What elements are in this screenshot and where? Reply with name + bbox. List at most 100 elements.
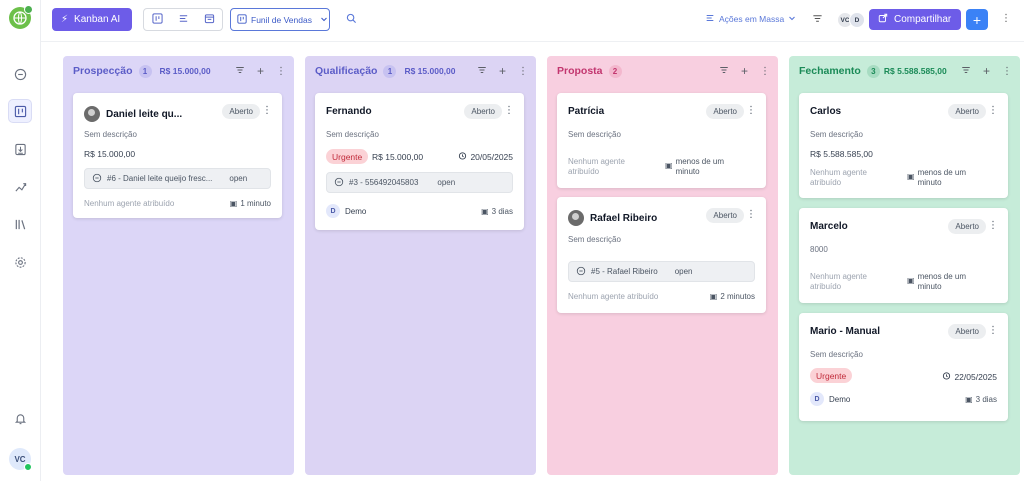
column-header: Fechamento 3 R$ 5.588.585,00 + ⋮ <box>799 64 1012 78</box>
share-button[interactable]: Compartilhar <box>869 9 961 30</box>
more-options-icon[interactable]: ⋮ <box>276 65 286 77</box>
assigned-agent[interactable]: D Demo <box>810 392 850 406</box>
agent-label: Nenhum agente atribuído <box>810 168 867 188</box>
board-icon <box>237 13 247 26</box>
board-view-icon[interactable] <box>151 13 163 26</box>
time-ago-line: menos de um <box>917 272 967 281</box>
conversation-status: open <box>229 174 248 183</box>
more-options-icon[interactable]: ⋮ <box>1001 13 1011 24</box>
search-icon[interactable] <box>346 13 357 26</box>
filter-icon[interactable] <box>812 13 823 26</box>
card-description: Sem descrição <box>568 235 621 244</box>
conversation-label: #3 - 556492045803 <box>349 178 419 187</box>
add-card-plus-icon[interactable]: + <box>740 64 748 78</box>
column-header: Prospecção 1 R$ 15.000,00 + ⋮ <box>73 64 286 78</box>
card-more-icon[interactable]: ⋮ <box>746 209 756 220</box>
card-more-icon[interactable]: ⋮ <box>504 105 514 116</box>
agent-label: Nenhum agente atribuído <box>568 292 659 301</box>
column-prospeccao: Prospecção 1 R$ 15.000,00 + ⋮ Daniel lei… <box>63 56 294 475</box>
time-ago-line: minuto <box>917 178 942 187</box>
column-count-badge: 3 <box>866 64 880 78</box>
user-avatar-initials: VC <box>14 454 26 464</box>
deal-card[interactable]: Patrícia Aberto ⋮ Sem descrição Nenhum a… <box>557 93 766 188</box>
more-options-icon[interactable]: ⋮ <box>760 65 770 77</box>
conversation-chip[interactable]: #5 - Rafael Ribeiro open <box>568 261 755 282</box>
status-badge: Aberto <box>948 324 986 339</box>
time-ago-line: minuto <box>917 282 942 291</box>
card-title: Daniel leite qu... <box>106 108 183 120</box>
share-icon <box>878 13 888 26</box>
time-ago: ▣ 3 dias <box>481 207 513 217</box>
filter-icon[interactable] <box>961 64 971 78</box>
filter-icon[interactable] <box>477 64 487 78</box>
column-total-value: R$ 15.000,00 <box>404 66 456 76</box>
assigned-agent[interactable]: D Demo <box>326 204 366 218</box>
chat-icon <box>576 266 586 278</box>
card-title: Patrícia <box>568 106 605 117</box>
agent-label: Nenhum agente atribuído <box>568 157 625 177</box>
list-view-icon[interactable] <box>178 13 189 26</box>
kanban-icon[interactable] <box>8 99 32 123</box>
deal-card[interactable]: Fernando Aberto ⋮ Sem descrição Urgente … <box>315 93 524 230</box>
column-qualificacao: Qualificação 1 R$ 15.000,00 + ⋮ Fernando… <box>305 56 536 475</box>
app-logo[interactable] <box>9 5 33 29</box>
card-title-row: Rafael Ribeiro <box>568 210 657 226</box>
agent-avatar: D <box>326 204 340 218</box>
deal-card[interactable]: Carlos Aberto ⋮ Sem descrição R$ 5.588.5… <box>799 93 1008 198</box>
user-avatar[interactable]: VC <box>9 448 32 471</box>
deal-card[interactable]: Mario - Manual Aberto ⋮ Sem descrição Ur… <box>799 313 1008 421</box>
conversation-chip[interactable]: #3 - 556492045803 open <box>326 172 513 193</box>
filter-icon[interactable] <box>719 64 729 78</box>
more-options-icon[interactable]: ⋮ <box>518 65 528 77</box>
conversation-label: #6 - Daniel leite queijo fresc... <box>107 174 213 183</box>
due-date: 20/05/2025 <box>458 151 513 162</box>
card-more-icon[interactable]: ⋮ <box>988 325 998 336</box>
settings-gear-icon[interactable] <box>8 250 32 274</box>
funnel-select[interactable]: Funil de Vendas <box>230 8 330 31</box>
column-header: Qualificação 1 R$ 15.000,00 + ⋮ <box>315 64 528 78</box>
status-badge: Aberto <box>706 208 744 223</box>
column-fechamento: Fechamento 3 R$ 5.588.585,00 + ⋮ Carlos … <box>789 56 1020 475</box>
card-more-icon[interactable]: ⋮ <box>746 105 756 116</box>
time-ago-label: 1 minuto <box>240 199 271 208</box>
notifications-bell-icon[interactable] <box>8 406 32 430</box>
time-ago: ▣ 3 dias <box>965 395 997 405</box>
chat-icon[interactable] <box>8 62 32 86</box>
shared-users[interactable]: VC D <box>837 12 865 28</box>
card-more-icon[interactable]: ⋮ <box>988 105 998 116</box>
filter-icon[interactable] <box>235 64 245 78</box>
column-total-value: R$ 15.000,00 <box>159 66 211 76</box>
card-title-row: Daniel leite qu... <box>84 106 182 122</box>
card-description: Sem descrição <box>326 130 379 139</box>
card-description: 8000 <box>810 245 828 254</box>
deal-card[interactable]: Rafael Ribeiro Aberto ⋮ Sem descrição #5… <box>557 197 766 313</box>
deal-card[interactable]: Marcelo Aberto ⋮ 8000 Nenhum agente atri… <box>799 208 1008 303</box>
analytics-icon[interactable] <box>8 174 32 198</box>
add-card-plus-icon[interactable]: + <box>498 64 506 78</box>
card-value: R$ 15.000,00 <box>84 149 136 159</box>
calendar-view-icon[interactable] <box>204 13 215 26</box>
card-more-icon[interactable]: ⋮ <box>988 220 998 231</box>
add-card-plus-icon[interactable]: + <box>256 64 264 78</box>
add-card-plus-icon[interactable]: + <box>982 64 990 78</box>
bulk-actions-dropdown[interactable]: Ações em Massa <box>705 13 796 25</box>
kanban-ai-button[interactable]: ⚡ Kanban AI <box>52 8 132 31</box>
conversation-chip[interactable]: #6 - Daniel leite queijo fresc... open <box>84 168 271 189</box>
clock-calendar-icon: ▣ <box>907 172 915 181</box>
download-box-icon[interactable] <box>8 137 32 161</box>
time-ago-label: 3 dias <box>975 395 997 404</box>
deal-card[interactable]: Daniel leite qu... Aberto ⋮ Sem descriçã… <box>73 93 282 218</box>
avatar: D <box>849 12 865 28</box>
card-description: Sem descrição <box>810 350 863 359</box>
column-count-badge: 1 <box>138 64 152 78</box>
clock-calendar-icon: ▣ <box>965 395 973 404</box>
status-badge: Aberto <box>464 104 502 119</box>
conversation-label: #5 - Rafael Ribeiro <box>591 267 658 276</box>
add-button[interactable]: + <box>966 9 988 30</box>
card-title: Mario - Manual <box>810 326 881 337</box>
alarm-clock-icon <box>458 151 467 162</box>
library-icon[interactable] <box>8 212 32 236</box>
status-badge: Aberto <box>948 104 986 119</box>
card-more-icon[interactable]: ⋮ <box>262 105 272 116</box>
more-options-icon[interactable]: ⋮ <box>1002 65 1012 77</box>
